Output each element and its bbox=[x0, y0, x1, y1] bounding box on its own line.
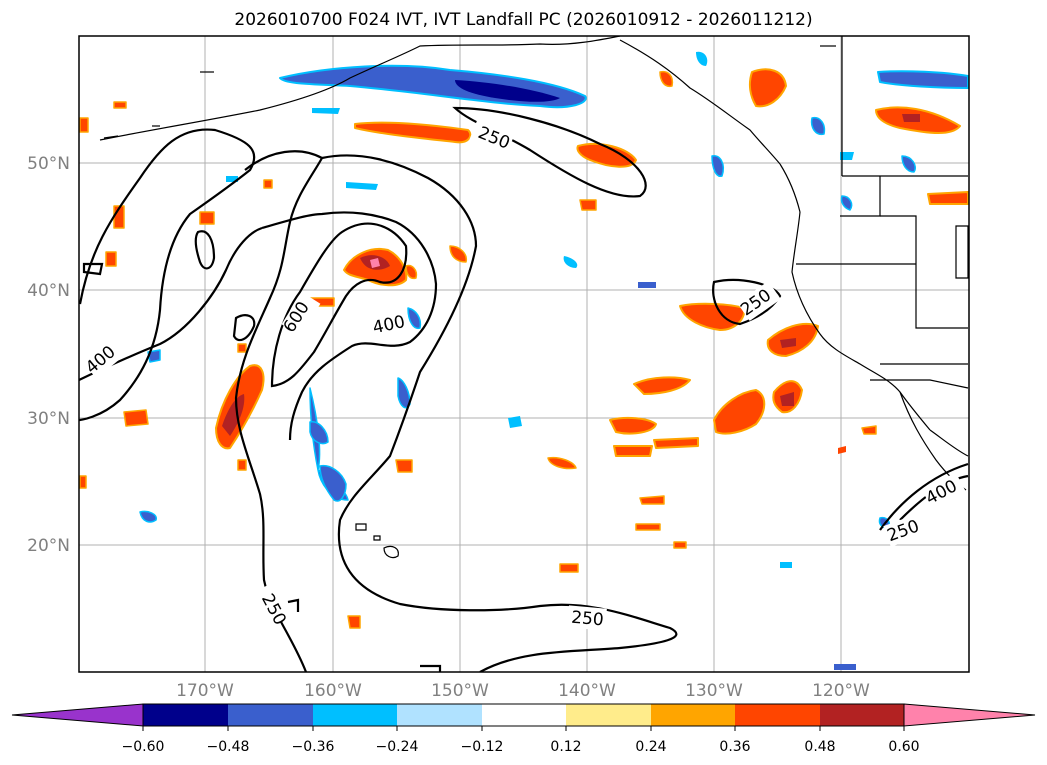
colorbar-bin-4 bbox=[482, 704, 566, 726]
colorbar-tick-label-2: −0.36 bbox=[292, 739, 335, 755]
state-border-4 bbox=[915, 268, 968, 329]
lon-label-170w: 170°W bbox=[176, 681, 234, 701]
lon-label-130w: 130°W bbox=[685, 681, 743, 701]
colorbar-bin-5 bbox=[566, 704, 651, 726]
colorbar-tick-label-5: 0.12 bbox=[550, 739, 581, 755]
colorbar-tick-label-3: −0.24 bbox=[376, 739, 419, 755]
lon-label-150w: 150°W bbox=[431, 681, 489, 701]
lon-label-140w: 140°W bbox=[558, 681, 616, 701]
colorbar-tick-label-6: 0.24 bbox=[635, 739, 666, 755]
colorbar-bin-7 bbox=[735, 704, 820, 726]
contour-400-loop2 bbox=[194, 230, 216, 270]
lat-label-40n: 40°N bbox=[27, 281, 70, 301]
lat-label-50n: 50°N bbox=[27, 154, 70, 174]
contour-250-west-loop bbox=[79, 128, 256, 422]
contour-600 bbox=[270, 222, 408, 388]
lat-label-30n: 30°N bbox=[27, 409, 70, 429]
state-border-2 bbox=[880, 215, 917, 268]
longitude-labels: 170°W 160°W 150°W 140°W 130°W 120°W bbox=[176, 681, 870, 701]
map-background bbox=[79, 36, 969, 672]
contour-250-main bbox=[234, 150, 324, 672]
colorbar-tick-label-1: −0.48 bbox=[207, 739, 250, 755]
contour-400-center bbox=[261, 211, 438, 441]
hawaii-island bbox=[383, 545, 399, 559]
positive-anomaly-north bbox=[354, 121, 472, 144]
us-west-coast bbox=[791, 211, 931, 431]
colorbar-tick-label-0: −0.60 bbox=[122, 739, 165, 755]
lon-label-120w: 120°W bbox=[812, 681, 870, 701]
state-border-6 bbox=[955, 225, 969, 279]
latitude-labels: 50°N 40°N 30°N 20°N bbox=[27, 154, 70, 556]
contour-label-250-south: 250 bbox=[570, 608, 604, 631]
contour-label-group: 250 250 250 250 250 250 400 400 400 600 bbox=[81, 123, 961, 631]
contour-400-west bbox=[79, 226, 263, 381]
colorbar-bin-1 bbox=[228, 704, 313, 726]
alaska-panhandle bbox=[619, 39, 781, 165]
canada-coast bbox=[779, 163, 801, 213]
contour-400-loop bbox=[232, 314, 256, 342]
colorbar-bin-6 bbox=[651, 704, 735, 726]
coastlines bbox=[99, 36, 969, 559]
mexico-coast bbox=[929, 429, 969, 457]
map-title: 2026010700 F024 IVT, IVT Landfall PC (20… bbox=[234, 10, 813, 30]
colorbar-bin-8 bbox=[820, 704, 904, 726]
lat-label-20n: 20°N bbox=[27, 536, 70, 556]
negative-anomaly-core bbox=[455, 80, 560, 102]
colorbar: −0.60 −0.48 −0.36 −0.24 −0.12 0.12 0.24 … bbox=[11, 703, 1036, 755]
contour-250-east bbox=[712, 278, 782, 326]
colorbar-under-arrow bbox=[11, 703, 144, 727]
colorbar-tick-label-9: 0.60 bbox=[888, 739, 919, 755]
colorbar-bin-2 bbox=[313, 704, 397, 726]
colorbar-bin-3 bbox=[397, 704, 482, 726]
state-border-7 bbox=[870, 379, 969, 389]
ivt-contours bbox=[79, 106, 969, 672]
pc-fill-shapes bbox=[79, 51, 969, 670]
contour-250-mexico bbox=[879, 462, 969, 531]
colorbar-tick-label-8: 0.48 bbox=[804, 739, 835, 755]
alaska-coast bbox=[99, 36, 621, 141]
colorbar-tick-label-4: −0.12 bbox=[461, 739, 504, 755]
map-frame bbox=[78, 35, 970, 673]
colorbar-tick-label-7: 0.36 bbox=[719, 739, 750, 755]
colorbar-over-arrow bbox=[903, 703, 1036, 727]
colorbar-frame bbox=[142, 703, 905, 727]
negative-anomaly-hudson bbox=[877, 70, 969, 89]
colorbar-bin-0 bbox=[143, 704, 228, 726]
lon-label-160w: 160°W bbox=[304, 681, 362, 701]
contour-250-bits bbox=[82, 262, 104, 276]
graticule bbox=[79, 36, 969, 672]
contour-250-south bbox=[321, 154, 678, 672]
